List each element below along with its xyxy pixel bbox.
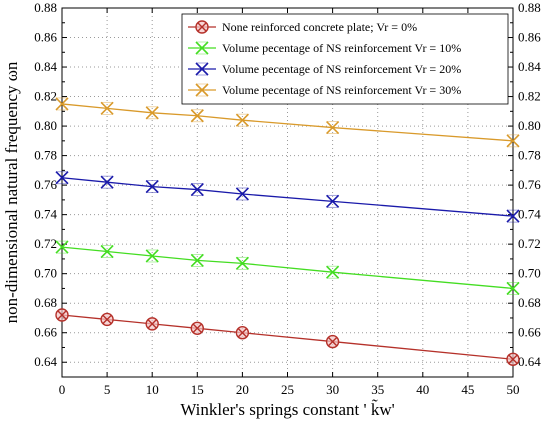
data-point-series-1 <box>145 249 159 263</box>
axis-ticks: 0 5 10 15 20 25 30 35 40 45 50 0.64 0.64 0.66 0.66 0.68… <box>34 0 541 397</box>
data-point-series-2 <box>326 194 340 208</box>
y-tick-label-right: 0.66 <box>518 325 541 340</box>
data-point-series-2 <box>145 180 159 194</box>
x-tick-label: 30 <box>326 382 339 397</box>
data-point-series-0 <box>235 326 250 340</box>
data-point-series-3 <box>55 97 69 111</box>
series-group <box>55 97 520 366</box>
x-tick-label: 0 <box>59 382 66 397</box>
series-line-3 <box>61 103 514 142</box>
legend-label-3: Volume pecentage of NS reinforcement Vr … <box>222 83 461 97</box>
legend: None reinforced concrete plate; Vr = 0% V… <box>181 13 509 105</box>
y-tick-label-left: 0.74 <box>34 207 57 222</box>
data-point-series-3 <box>326 120 340 135</box>
data-point-series-0 <box>145 317 159 331</box>
legend-marker-1 <box>195 41 209 55</box>
y-tick-label-right: 0.68 <box>518 295 541 310</box>
y-tick-label-left: 0.66 <box>34 325 57 340</box>
y-tick-label-left: 0.82 <box>34 89 57 104</box>
y-tick-label-right: 0.70 <box>518 266 541 281</box>
legend-label-1: Volume pecentage of NS reinforcement Vr … <box>222 41 461 55</box>
data-point-series-2 <box>190 182 204 197</box>
y-tick-label-left: 0.84 <box>34 59 57 74</box>
y-tick-label-left: 0.88 <box>34 0 57 15</box>
legend-marker-3 <box>195 83 209 97</box>
x-tick-label: 15 <box>191 382 204 397</box>
x-tick-label: 45 <box>461 382 474 397</box>
data-point-series-1 <box>506 281 520 296</box>
y-tick-label-left: 0.76 <box>34 177 57 192</box>
x-tick-label: 50 <box>507 382 520 397</box>
x-tick-label: 40 <box>416 382 429 397</box>
data-point-series-0 <box>190 321 205 335</box>
data-point-series-2 <box>506 209 520 223</box>
data-point-series-2 <box>100 175 114 189</box>
y-tick-label-right: 0.76 <box>518 177 541 192</box>
data-point-series-0 <box>506 352 520 366</box>
data-point-series-1 <box>326 265 340 279</box>
data-point-series-3 <box>190 109 204 123</box>
data-point-series-1 <box>55 240 69 254</box>
y-tick-label-left: 0.78 <box>34 148 57 163</box>
x-tick-label: 10 <box>146 382 159 397</box>
y-tick-label-left: 0.68 <box>34 295 57 310</box>
data-point-series-1 <box>235 256 249 270</box>
y-tick-label-left: 0.72 <box>34 236 57 251</box>
data-point-series-1 <box>190 253 204 267</box>
legend-box <box>181 13 509 105</box>
data-point-series-3 <box>235 113 249 127</box>
y-tick-label-right: 0.64 <box>518 354 541 369</box>
data-point-series-0 <box>325 334 340 349</box>
y-tick-label-right: 0.74 <box>518 207 541 222</box>
legend-label-2: Volume pecentage of NS reinforcement Vr … <box>222 62 461 76</box>
y-tick-label-left: 0.86 <box>34 30 57 45</box>
data-point-series-0 <box>100 312 114 327</box>
x-tick-label: 35 <box>371 382 384 397</box>
y-tick-label-right: 0.78 <box>518 148 541 163</box>
y-tick-label-left: 0.80 <box>34 118 57 133</box>
y-tick-label-right: 0.82 <box>518 89 541 104</box>
data-point-series-3 <box>100 101 114 115</box>
data-point-series-2 <box>235 187 249 201</box>
series-line-1 <box>61 246 514 290</box>
x-tick-label: 20 <box>236 382 249 397</box>
y-tick-label-left: 0.64 <box>34 354 57 369</box>
y-tick-label-left: 0.70 <box>34 266 57 281</box>
y-tick-label-right: 0.84 <box>518 59 541 74</box>
data-point-series-3 <box>145 106 159 120</box>
y-axis-title: non-dimensional natural frequency ωn <box>2 61 21 323</box>
data-point-series-3 <box>506 134 520 148</box>
y-tick-label-right: 0.80 <box>518 118 541 133</box>
data-point-series-2 <box>55 171 69 185</box>
legend-marker-0 <box>195 20 209 34</box>
legend-label-0: None reinforced concrete plate; Vr = 0% <box>222 20 417 34</box>
y-tick-label-right: 0.88 <box>518 0 541 15</box>
y-tick-label-right: 0.72 <box>518 236 541 251</box>
x-tick-label: 25 <box>281 382 294 397</box>
data-point-series-0 <box>55 308 69 322</box>
x-tick-label: 5 <box>104 382 111 397</box>
x-axis-title: Winkler's springs constant ' k̃w' <box>180 400 394 419</box>
data-point-series-1 <box>100 244 114 259</box>
legend-marker-2 <box>195 62 209 76</box>
y-tick-label-right: 0.86 <box>518 30 541 45</box>
